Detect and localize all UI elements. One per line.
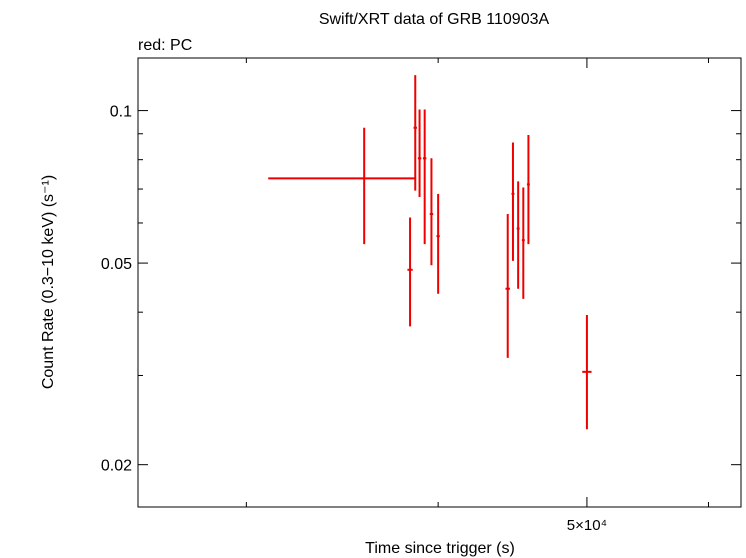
data-point	[417, 109, 422, 198]
data-point	[436, 193, 440, 294]
data-point	[413, 75, 417, 191]
data-point	[582, 314, 592, 430]
data-point	[407, 217, 413, 327]
plot-frame	[137, 57, 742, 508]
x-axis-label: Time since trigger (s)	[365, 540, 515, 557]
data-point	[429, 158, 434, 266]
data-point	[511, 142, 515, 261]
chart-title: Swift/XRT data of GRB 110903A	[319, 11, 550, 28]
data-point	[516, 181, 520, 289]
data-point	[422, 109, 427, 245]
data-point	[526, 134, 530, 245]
y-tick-label: 0.1	[110, 104, 132, 121]
x-tick-label: 5×10⁴	[567, 517, 607, 534]
data-series	[268, 75, 592, 430]
y-tick-label: 0.02	[101, 458, 132, 475]
data-point	[521, 187, 525, 299]
axis-ticks: 0.1 0.05 0.02 5×10⁴	[101, 58, 741, 534]
data-point	[505, 213, 510, 358]
y-tick-label: 0.05	[101, 256, 132, 273]
chart-subtitle: red: PC	[138, 37, 192, 54]
y-axis-label: Count Rate (0.3−10 keV) (s⁻¹)	[40, 175, 57, 389]
data-point	[268, 127, 417, 245]
